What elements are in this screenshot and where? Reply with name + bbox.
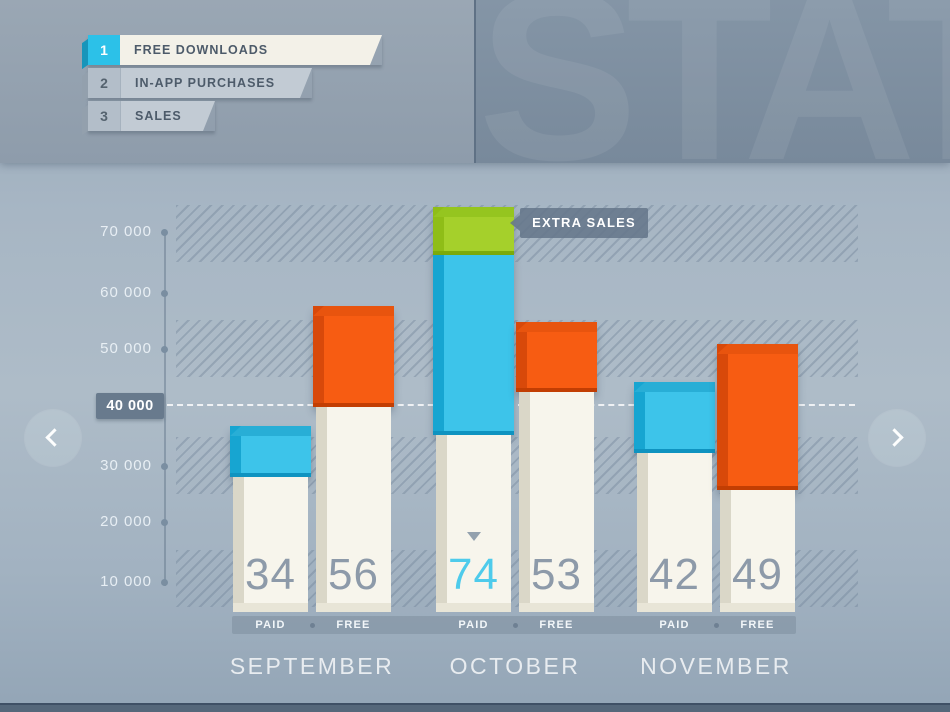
extra-sales-label: EXTRA SALES bbox=[532, 215, 636, 230]
bar-segment-white bbox=[436, 435, 511, 612]
hatch-band bbox=[176, 205, 858, 262]
bar-segment-white bbox=[637, 453, 712, 612]
sub-label-paid: PAID bbox=[458, 619, 489, 631]
bar-october-paid[interactable]: 74 bbox=[433, 207, 514, 612]
rank-badge: 3 bbox=[88, 101, 120, 131]
sub-label-free: FREE bbox=[336, 619, 371, 631]
y-tick-label: 70 000 bbox=[100, 223, 152, 240]
ranking-legend: 1 FREE DOWNLOADS 2 IN-APP PURCHASES 3 SA… bbox=[88, 35, 382, 134]
legend-label: IN-APP PURCHASES bbox=[120, 68, 312, 98]
bar-september-free[interactable]: 56 bbox=[313, 306, 394, 612]
sub-label-free: FREE bbox=[539, 619, 574, 631]
bar-value-label: 42 bbox=[649, 550, 700, 599]
stat-watermark: STAT bbox=[478, 0, 950, 163]
header: 1 FREE DOWNLOADS 2 IN-APP PURCHASES 3 SA… bbox=[0, 0, 950, 163]
extra-sales-badge: EXTRA SALES bbox=[510, 208, 648, 238]
bottom-bar bbox=[0, 703, 950, 712]
bar-value-label: 53 bbox=[531, 550, 582, 599]
y-tick-label: 10 000 bbox=[100, 573, 152, 590]
rank-badge: 2 bbox=[88, 68, 120, 98]
chevron-right-icon bbox=[885, 428, 904, 447]
bar-september-paid[interactable]: 34 bbox=[230, 426, 311, 612]
bar-value-label: 34 bbox=[245, 550, 296, 599]
bar-segment-orange bbox=[516, 322, 597, 392]
legend-item-in-app-purchases[interactable]: 2 IN-APP PURCHASES bbox=[88, 68, 312, 98]
bar-value-label: 74 bbox=[448, 550, 499, 599]
bar-november-paid[interactable]: 42 bbox=[634, 382, 715, 612]
legend-label: FREE DOWNLOADS bbox=[120, 35, 382, 65]
header-left-panel: 1 FREE DOWNLOADS 2 IN-APP PURCHASES 3 SA… bbox=[0, 0, 474, 163]
chevron-left-icon bbox=[45, 428, 64, 447]
sub-label-paid: PAID bbox=[255, 619, 286, 631]
paid-free-strip: PAID FREE PAID FREE PAID FREE bbox=[232, 616, 796, 634]
separator-dot-icon bbox=[512, 623, 518, 628]
y-tick-dot bbox=[161, 229, 168, 236]
separator-dot-icon bbox=[309, 623, 315, 628]
y-highlight-badge: 40 000 bbox=[96, 393, 164, 419]
y-tick-dot bbox=[161, 463, 168, 470]
y-axis-line bbox=[164, 230, 166, 586]
y-tick-label: 50 000 bbox=[100, 340, 152, 357]
month-label-october: OCTOBER bbox=[449, 653, 581, 679]
y-tick-label: 60 000 bbox=[100, 284, 152, 301]
legend-item-free-downloads[interactable]: 1 FREE DOWNLOADS bbox=[88, 35, 382, 65]
month-label-september: SEPTEMBER bbox=[229, 653, 395, 679]
y-tick-dot bbox=[161, 519, 168, 526]
bar-segment-cyan bbox=[634, 382, 715, 453]
header-right-panel: STAT 51% SALES RATING bbox=[474, 0, 950, 163]
bar-october-free[interactable]: 53 bbox=[516, 322, 597, 612]
y-tick-dot bbox=[161, 346, 168, 353]
bar-value-label: 49 bbox=[732, 550, 783, 599]
legend-item-sales[interactable]: 3 SALES bbox=[88, 101, 215, 131]
legend-label: SALES bbox=[120, 101, 215, 131]
badge-tail-icon bbox=[510, 215, 520, 231]
bar-segment-orange bbox=[717, 344, 798, 490]
month-label-november: NOVEMBER bbox=[640, 653, 792, 679]
bar-segment-white bbox=[720, 490, 795, 612]
bar-segment-white bbox=[519, 392, 594, 612]
y-tick-label: 30 000 bbox=[100, 457, 152, 474]
bar-segment-white bbox=[233, 477, 308, 612]
bar-november-free[interactable]: 49 bbox=[717, 344, 798, 612]
bar-segment-cyan bbox=[433, 255, 514, 435]
prev-button[interactable] bbox=[25, 410, 81, 466]
next-button[interactable] bbox=[869, 410, 925, 466]
bar-segment-green bbox=[433, 207, 514, 255]
y-tick-dot bbox=[161, 579, 168, 586]
bar-segment-orange bbox=[313, 306, 394, 407]
sub-label-paid: PAID bbox=[659, 619, 690, 631]
sub-label-free: FREE bbox=[740, 619, 775, 631]
bar-segment-white bbox=[316, 407, 391, 612]
separator-dot-icon bbox=[713, 623, 719, 628]
bar-segment-cyan bbox=[230, 426, 311, 477]
y-tick-dot bbox=[161, 290, 168, 297]
y-tick-label: 20 000 bbox=[100, 513, 152, 530]
marker-triangle-icon bbox=[466, 532, 481, 541]
bar-value-label: 56 bbox=[328, 550, 379, 599]
rank-badge: 1 bbox=[88, 35, 120, 65]
